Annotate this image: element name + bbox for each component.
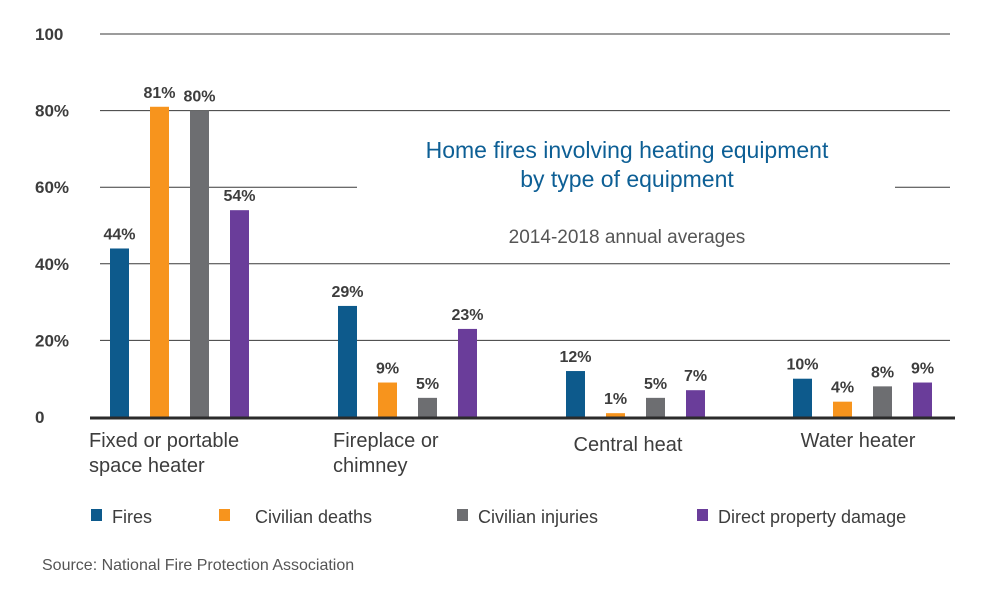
bar (686, 390, 705, 417)
data-label: 8% (871, 364, 894, 381)
legend-swatch (219, 509, 230, 521)
data-label: 9% (376, 361, 399, 378)
bar (606, 413, 625, 417)
category-label: Central heat (574, 434, 683, 456)
bar (833, 401, 852, 417)
chart-title: Home fires involving heating equipment (426, 137, 829, 163)
data-label: 4% (831, 380, 854, 397)
y-tick-label: 100 (35, 25, 63, 44)
source-note: Source: National Fire Protection Associa… (42, 557, 354, 574)
bar (230, 210, 249, 417)
y-tick-label: 80% (35, 102, 69, 121)
bar (150, 106, 169, 418)
category-label: Water heater (801, 430, 916, 452)
data-label: 23% (451, 307, 483, 324)
bar (913, 382, 932, 417)
data-label: 81% (143, 85, 175, 102)
category-label: chimney (333, 455, 407, 477)
legend-swatch (457, 509, 468, 521)
data-label: 54% (223, 188, 255, 205)
bar (646, 397, 665, 417)
legend-swatch (697, 509, 708, 521)
bar (873, 386, 892, 417)
data-label: 7% (684, 368, 707, 385)
title-background (357, 165, 895, 215)
legend-label: Direct property damage (718, 507, 906, 527)
legend: Fires Civilian deaths Civilian injuries Dir… (91, 507, 906, 527)
legend-label: Civilian injuries (478, 507, 598, 527)
bars: 44% 29% 12% 10% 81% 9% 1% 4% 80% 5% 5% 8% 54% 23% 7% 9% (103, 85, 934, 418)
legend-label: Civilian deaths (255, 507, 372, 527)
legend-swatch (91, 509, 102, 521)
data-label: 1% (604, 391, 627, 408)
data-label: 5% (416, 376, 439, 393)
y-tick-label: 40% (35, 255, 69, 274)
bar (566, 371, 585, 417)
data-label: 10% (786, 357, 818, 374)
y-axis-ticks: 0 20% 40% 60% 80% 100 (35, 25, 69, 427)
category-label: Fixed or portable (89, 430, 239, 452)
chart-title-line-2: by type of equipment (520, 166, 734, 192)
category-labels: Fixed or portable space heater Fireplace o… (89, 430, 916, 477)
data-label: 80% (183, 89, 215, 106)
category-label: space heater (89, 455, 205, 477)
data-label: 12% (559, 349, 591, 366)
bar (793, 378, 812, 417)
bar (418, 397, 437, 417)
data-label: 44% (103, 226, 135, 243)
y-tick-label: 20% (35, 331, 69, 350)
bar (190, 110, 209, 417)
category-label: Fireplace or (333, 430, 439, 452)
y-tick-label: 0 (35, 408, 44, 427)
bar (458, 328, 477, 417)
chart-subtitle: 2014-2018 annual averages (509, 227, 746, 248)
bar (338, 305, 357, 417)
data-label: 9% (911, 361, 934, 378)
y-tick-label: 60% (35, 178, 69, 197)
bar (378, 382, 397, 417)
legend-label: Fires (112, 507, 152, 527)
data-label: 29% (331, 284, 363, 301)
data-label: 5% (644, 376, 667, 393)
bar (110, 248, 129, 417)
